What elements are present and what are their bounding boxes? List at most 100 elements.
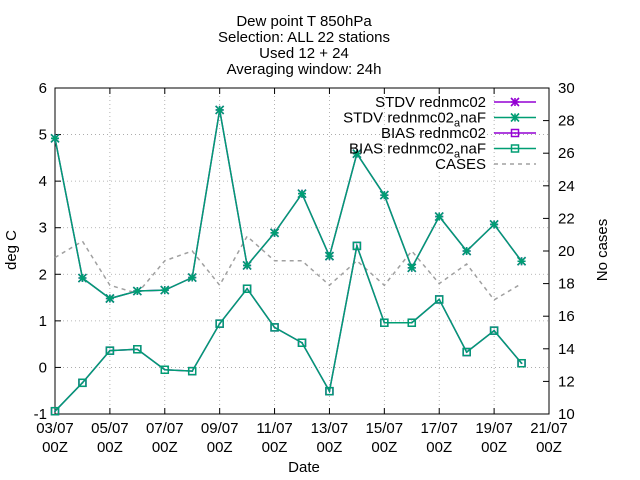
legend-entry: STDV rednmc02anaF [343, 110, 536, 130]
x-tick-label: 21/07 [530, 420, 568, 437]
data-point-center [273, 326, 276, 329]
data-point [517, 358, 526, 368]
legend-label: STDV rednmc02 [375, 94, 486, 111]
legend-label-main: STDV rednmc02 [375, 94, 486, 111]
data-point [462, 246, 472, 256]
y-tick-label: 5 [39, 127, 47, 144]
y-tick-label: 4 [39, 173, 47, 190]
x-tick-label: 19/07 [475, 420, 513, 437]
y-tick-label: 6 [39, 80, 47, 97]
y-tick-label: -1 [34, 406, 47, 423]
data-point [215, 319, 224, 328]
y2-tick-label: 18 [558, 276, 575, 293]
legend-marker-center [514, 132, 516, 134]
y2-tick-label: 16 [558, 308, 575, 325]
data-point-center [81, 381, 84, 384]
data-point [462, 347, 471, 357]
legend-label: BIAS rednmc02anaF [349, 141, 486, 161]
data-point-center [301, 341, 303, 344]
x-tick-label: 00Z [371, 439, 397, 456]
x-tick-label: 00Z [317, 439, 343, 456]
y2-tick-label: 12 [558, 373, 575, 390]
y2-tick-label: 10 [558, 406, 575, 423]
data-point-center [218, 322, 221, 325]
title-line: Averaging window: 24h [227, 61, 382, 78]
data-point [242, 260, 252, 271]
data-point [242, 284, 252, 293]
data-point [160, 365, 170, 375]
data-point [352, 149, 362, 159]
y2-axis-label: No cases [594, 219, 611, 282]
y-tick-label: 2 [39, 266, 47, 283]
x-tick-label: 00Z [97, 439, 123, 456]
data-point [352, 241, 362, 251]
title-line: Dew point T 850hPa [236, 13, 372, 30]
data-point [434, 295, 444, 304]
data-point [269, 228, 280, 238]
data-point [132, 286, 142, 296]
data-point-center [465, 351, 468, 353]
data-point-center [191, 370, 194, 373]
x-tick-label: 09/07 [201, 420, 239, 437]
data-point [297, 338, 307, 347]
legend-label-main: STDV rednmc02 [343, 110, 454, 127]
data-point [50, 133, 60, 143]
data-point [297, 189, 307, 199]
axes: -10123456101214161820222426283003/0700Z0… [34, 80, 575, 456]
series-line [54, 243, 523, 412]
y2-tick-label: 24 [558, 178, 575, 195]
data-point [380, 318, 389, 327]
data-point [50, 406, 60, 416]
y2-tick-label: 22 [558, 210, 575, 227]
series-stdv-rednmc02-anaf [50, 105, 527, 304]
data-point-center [108, 349, 111, 352]
x-tick-label: 15/07 [366, 420, 404, 437]
data-point [516, 256, 527, 266]
data-point-center [355, 244, 358, 247]
y2-tick-label: 30 [558, 80, 575, 97]
legend-label: BIAS rednmc02 [381, 125, 486, 142]
legend-label: STDV rednmc02anaF [343, 110, 486, 130]
legend-label: CASES [435, 156, 486, 173]
data-point-center [493, 329, 496, 332]
data-point [489, 219, 499, 230]
x-tick-label: 00Z [152, 439, 178, 456]
data-point-center [383, 321, 386, 324]
legend-marker [510, 144, 520, 153]
y2-tick-label: 20 [558, 243, 575, 260]
data-point-center [54, 410, 56, 413]
x-tick-label: 03/07 [36, 420, 74, 437]
legend-marker [510, 112, 520, 123]
data-point [489, 326, 499, 335]
x-tick-label: 05/07 [91, 420, 129, 437]
data-point [187, 272, 197, 283]
x-tick-label: 11/07 [256, 420, 292, 437]
data-point [77, 273, 88, 283]
x-tick-label: 00Z [481, 439, 507, 456]
data-point [133, 345, 142, 354]
data-point-center [246, 287, 249, 290]
series-line [54, 243, 523, 412]
x-tick-label: 00Z [536, 439, 562, 456]
series-bias-rednmc02-anaf [50, 241, 526, 416]
data-point [270, 323, 279, 332]
x-tick-label: 00Z [42, 439, 68, 456]
title-line: Used 12 + 24 [259, 45, 349, 62]
data-point [407, 318, 417, 327]
x-tick-label: 13/07 [311, 420, 349, 437]
legend-label-main: CASES [435, 156, 486, 173]
legend-entry: BIAS rednmc02 [381, 125, 536, 142]
legend-marker-center [514, 147, 516, 150]
x-tick-label: 00Z [207, 439, 233, 456]
legend-marker [510, 97, 520, 107]
legend-marker [510, 128, 520, 138]
legend-label-subscript: a [454, 118, 461, 130]
legend-label-main: BIAS rednmc02 [349, 141, 454, 158]
y-tick-label: 1 [39, 313, 47, 330]
data-point [434, 211, 444, 222]
data-point-center [520, 362, 523, 365]
legend-label-suffix: naF [460, 141, 486, 158]
